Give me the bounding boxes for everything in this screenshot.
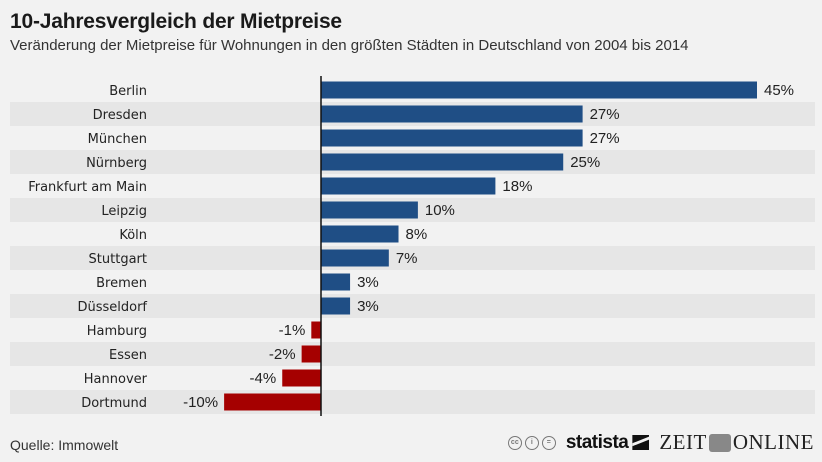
nd-icon: =: [541, 435, 556, 450]
category-label: Hamburg: [87, 324, 147, 339]
bar-stuttgart: [321, 249, 389, 267]
bar-essen: [301, 345, 321, 363]
bar-dresden: [321, 105, 583, 123]
row-stripe: [10, 294, 815, 318]
category-label: Düsseldorf: [77, 300, 147, 315]
bar-münchen: [321, 129, 583, 147]
value-label: -1%: [279, 322, 306, 339]
zeit-crest-icon: [708, 433, 731, 452]
category-label: Stuttgart: [89, 252, 147, 267]
category-label: Essen: [109, 348, 147, 363]
value-label: -2%: [269, 346, 296, 363]
category-label: Dortmund: [81, 396, 147, 411]
category-label: Frankfurt am Main: [28, 180, 147, 195]
bar-frankfurt-am-main: [321, 177, 496, 195]
category-label: Nürnberg: [86, 156, 147, 171]
bar-köln: [321, 225, 399, 243]
creative-commons-icons: cc i =: [507, 435, 556, 450]
category-label: Hannover: [84, 372, 148, 387]
value-label: 10%: [425, 202, 455, 219]
value-label: 45%: [764, 82, 794, 99]
value-label: 8%: [406, 226, 428, 243]
bar-berlin: [321, 81, 757, 99]
row-stripe: [10, 390, 815, 414]
bar-dortmund: [224, 393, 321, 411]
category-label: Bremen: [96, 276, 147, 291]
source-note: Quelle: Immowelt: [10, 437, 119, 453]
value-label: 27%: [590, 106, 620, 123]
zeit-wordmark: ZEIT: [659, 430, 707, 454]
category-label: Köln: [119, 228, 147, 243]
value-label: 3%: [357, 298, 379, 315]
statista-mark-icon: [632, 435, 650, 450]
bar-leipzig: [321, 201, 418, 219]
online-wordmark: ONLINE: [732, 430, 814, 454]
bar-bremen: [321, 273, 351, 291]
category-label: Leipzig: [101, 204, 147, 219]
cc-icon: cc: [507, 435, 522, 450]
bar-hamburg: [311, 321, 321, 339]
value-label: 25%: [570, 154, 600, 171]
row-stripe: [10, 246, 815, 270]
value-label: 27%: [590, 130, 620, 147]
value-label: 7%: [396, 250, 418, 267]
bar-hannover: [282, 369, 321, 387]
category-label: Dresden: [93, 108, 147, 123]
value-label: 3%: [357, 274, 379, 291]
zeit-online-logo: ZEIT ONLINE: [659, 430, 814, 455]
bar-nürnberg: [321, 153, 564, 171]
statista-logo: statista: [566, 432, 650, 454]
by-icon: i: [524, 435, 539, 450]
value-label: -4%: [250, 370, 277, 387]
chart-title: 10-Jahresvergleich der Mietpreise: [10, 10, 342, 33]
bar-düsseldorf: [321, 297, 351, 315]
row-stripe: [10, 342, 815, 366]
footer-logos: cc i = statista ZEIT ONLINE: [507, 430, 814, 455]
chart-subtitle: Veränderung der Mietpreise für Wohnungen…: [10, 37, 689, 54]
category-label: Berlin: [109, 84, 147, 99]
value-label: 18%: [502, 178, 532, 195]
category-label: München: [88, 132, 147, 147]
value-label: -10%: [183, 394, 218, 411]
statista-wordmark: statista: [565, 431, 629, 453]
